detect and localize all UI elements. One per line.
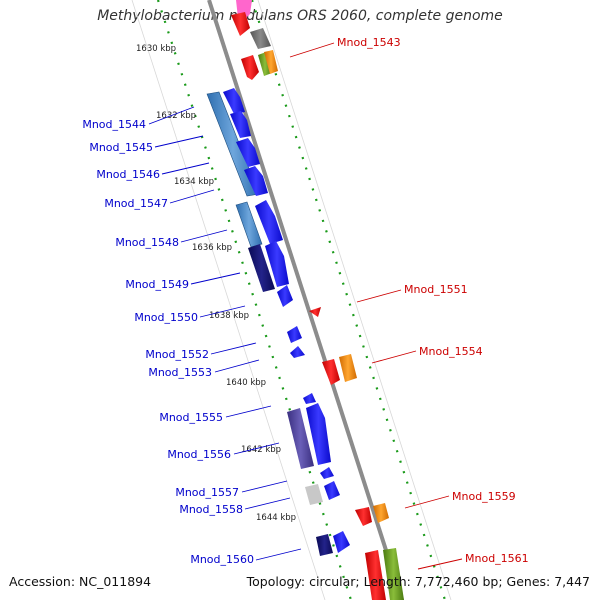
scale-label: 1636 kbp <box>192 243 232 253</box>
gene-label: Mnod_1543 <box>337 36 401 49</box>
reverse-leaders <box>289 42 463 570</box>
scale-label: 1640 kbp <box>226 378 266 388</box>
gene-arrow <box>231 12 250 36</box>
map-title: Methylobacterium nodulans ORS 2060, comp… <box>97 8 503 24</box>
gene-arrow <box>333 531 350 553</box>
scale-label: 1642 kbp <box>241 445 281 455</box>
gene-arrow <box>316 534 333 556</box>
gene-arrow <box>324 481 340 500</box>
gene-arrow <box>244 166 268 196</box>
gene-arrow <box>230 111 251 138</box>
gene-label: Mnod_1560 <box>190 553 254 566</box>
gene-arrow <box>365 550 386 600</box>
gene-arrow <box>306 403 331 465</box>
scale-label: 1644 kbp <box>256 513 296 523</box>
accession-text: Accession: NC_011894 <box>9 574 152 589</box>
reverse-gene-labels: Mnod_1543 Mnod_1551 Mnod_1554 Mnod_1559 … <box>337 36 529 565</box>
gene-label: Mnod_1545 <box>89 141 153 154</box>
gene-label: Mnod_1553 <box>148 366 212 379</box>
forward-gene-labels: Mnod_1544 Mnod_1545 Mnod_1546 Mnod_1547 … <box>82 118 254 566</box>
forward-leaders <box>148 106 302 561</box>
genome-summary-text: Topology: circular; Length: 7,772,460 bp… <box>246 574 590 589</box>
gene-label: Mnod_1547 <box>104 197 168 210</box>
gene-arrow <box>265 241 289 287</box>
gene-arrow <box>258 52 272 76</box>
gene-arrow <box>322 359 340 385</box>
gene-label: Mnod_1555 <box>159 411 223 424</box>
reverse-features <box>231 0 404 600</box>
gene-label: Mnod_1559 <box>452 490 516 503</box>
gene-arrow <box>373 503 389 523</box>
gene-arrow <box>236 138 260 167</box>
gene-arrow <box>320 467 334 479</box>
genome-backbone <box>207 0 404 600</box>
gene-label: Mnod_1549 <box>125 278 189 291</box>
gene-label: Mnod_1544 <box>82 118 146 131</box>
gene-label: Mnod_1548 <box>115 236 179 249</box>
gene-arrow <box>235 201 263 248</box>
forward-features <box>206 88 350 556</box>
gene-label: Mnod_1561 <box>465 552 529 565</box>
gene-arrow <box>264 50 278 74</box>
gene-label: Mnod_1558 <box>179 503 243 516</box>
gene-arrow <box>255 200 283 244</box>
gene-arrow <box>248 244 275 292</box>
scale-label: 1638 kbp <box>209 311 249 321</box>
gene-label: Mnod_1546 <box>96 168 160 181</box>
gene-label: Mnod_1550 <box>134 311 198 324</box>
gene-arrow <box>287 408 314 469</box>
gene-arrow <box>339 354 357 382</box>
gene-arrow <box>383 548 404 600</box>
scale-labels: 1630 kbp 1632 kbp 1634 kbp 1636 kbp 1638… <box>136 44 296 523</box>
gene-arrow <box>305 484 323 505</box>
gene-label: Mnod_1554 <box>419 345 483 358</box>
gene-arrow <box>309 307 321 317</box>
track-guides <box>131 0 452 600</box>
gene-arrow <box>223 88 245 114</box>
gene-arrow <box>303 393 316 404</box>
scale-label: 1632 kbp <box>156 111 196 121</box>
scale-label: 1630 kbp <box>136 44 176 54</box>
gene-label: Mnod_1556 <box>167 448 231 461</box>
gene-label: Mnod_1557 <box>175 486 239 499</box>
gene-label: Mnod_1552 <box>145 348 209 361</box>
gene-arrow <box>287 326 302 343</box>
gene-arrow <box>355 507 372 526</box>
gene-arrow <box>277 285 293 307</box>
gene-arrow <box>250 28 271 49</box>
gene-arrow <box>290 346 305 358</box>
gene-arrow <box>241 55 259 80</box>
gene-label: Mnod_1551 <box>404 283 468 296</box>
scale-label: 1634 kbp <box>174 177 214 187</box>
